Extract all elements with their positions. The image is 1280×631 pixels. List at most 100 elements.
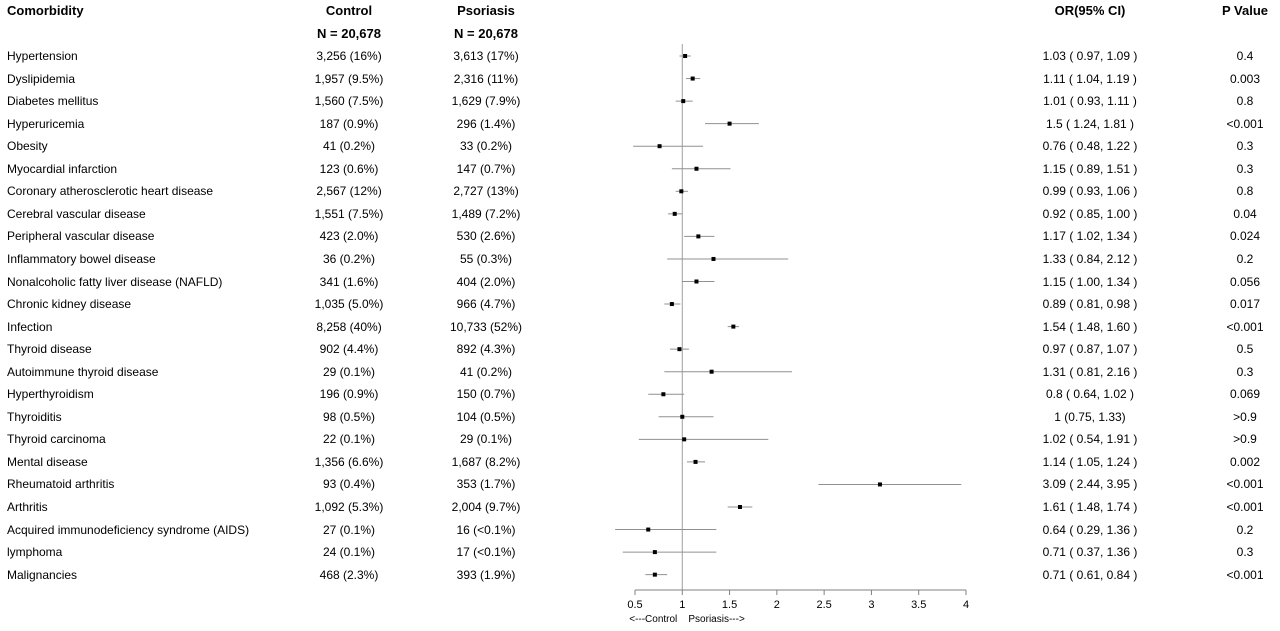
row-or-ci: 0.64 ( 0.29, 1.36 ) <box>1042 522 1138 537</box>
row-comorbidity-name: Myocardial infarction <box>7 161 118 176</box>
row-or-ci: 0.76 ( 0.48, 1.22 ) <box>1042 139 1138 154</box>
header-control-n: N = 20,678 <box>317 26 381 41</box>
row-or-ci: 1 (0.75, 1.33) <box>1054 409 1126 424</box>
row-p-value: 0.5 <box>1236 342 1254 357</box>
row-or-ci: 0.92 ( 0.85, 1.00 ) <box>1042 206 1138 221</box>
row-p-value: 0.3 <box>1236 139 1254 154</box>
row-comorbidity-name: Diabetes mellitus <box>7 94 99 109</box>
row-p-value: 0.8 <box>1236 184 1254 199</box>
row-p-value: 0.3 <box>1236 161 1254 176</box>
row-comorbidity-name: Arthritis <box>7 500 48 514</box>
row-comorbidity-name: Inflammatory bowel disease <box>7 251 156 266</box>
row-psoriasis-count: 393 (1.9%) <box>456 567 516 582</box>
row-or-ci: 1.02 ( 0.54, 1.91 ) <box>1042 432 1138 447</box>
x-tick-label: 2 <box>774 599 780 611</box>
row-psoriasis-count: 33 (0.2%) <box>459 139 513 154</box>
or-point <box>652 550 657 555</box>
row-or-ci: 0.97 ( 0.87, 1.07 ) <box>1042 342 1138 357</box>
row-psoriasis-count: 104 (0.5%) <box>456 409 516 424</box>
or-point <box>731 324 736 329</box>
row-p-value: 0.056 <box>1229 274 1261 289</box>
or-point <box>661 392 666 397</box>
row-or-ci: 1.03 ( 0.97, 1.09 ) <box>1042 49 1138 63</box>
row-control-count: 1,957 (9.5%) <box>314 71 384 86</box>
row-comorbidity-name: Thyroid disease <box>7 342 92 357</box>
row-control-count: 29 (0.1%) <box>322 364 376 379</box>
header-psoriasis: Psoriasis <box>457 3 515 18</box>
row-or-ci: 1.31 ( 0.81, 2.16 ) <box>1042 364 1138 379</box>
row-psoriasis-count: 29 (0.1%) <box>459 432 513 447</box>
row-comorbidity-name: Dyslipidemia <box>7 71 76 86</box>
row-psoriasis-count: 3,613 (17%) <box>453 49 519 63</box>
row-comorbidity-name: Mental disease <box>7 454 88 469</box>
row-or-ci: 1.61 ( 1.48, 1.74 ) <box>1042 500 1138 514</box>
row-control-count: 1,356 (6.6%) <box>314 454 384 469</box>
row-psoriasis-count: 1,687 (8.2%) <box>451 454 521 469</box>
or-point <box>679 189 684 194</box>
row-control-count: 22 (0.1%) <box>322 432 376 447</box>
x-tick-label: 2.5 <box>816 599 831 611</box>
row-control-count: 187 (0.9%) <box>319 116 379 131</box>
row-control-count: 1,551 (7.5%) <box>314 206 384 221</box>
row-psoriasis-count: 404 (2.0%) <box>456 274 516 289</box>
row-comorbidity-name: Hyperuricemia <box>7 116 85 131</box>
row-control-count: 1,560 (7.5%) <box>314 94 384 109</box>
row-p-value: 0.2 <box>1236 522 1254 537</box>
row-control-count: 423 (2.0%) <box>319 229 379 244</box>
row-p-value: >0.9 <box>1233 409 1257 424</box>
row-psoriasis-count: 892 (4.3%) <box>456 342 516 357</box>
row-psoriasis-count: 2,727 (13%) <box>453 184 519 199</box>
or-point <box>727 121 732 126</box>
or-point <box>690 76 695 81</box>
row-p-value: 0.002 <box>1229 454 1261 469</box>
row-control-count: 1,092 (5.3%) <box>314 500 384 514</box>
row-p-value: 0.024 <box>1229 229 1261 244</box>
row-comorbidity-name: Hyperthyroidism <box>7 387 94 402</box>
or-point <box>677 347 682 352</box>
row-control-count: 196 (0.9%) <box>319 387 379 402</box>
row-comorbidity-name: Rheumatoid arthritis <box>7 477 115 492</box>
row-or-ci: 1.14 ( 1.05, 1.24 ) <box>1042 454 1138 469</box>
row-comorbidity-name: Nonalcoholic fatty liver disease (NAFLD) <box>7 274 223 289</box>
row-control-count: 468 (2.3%) <box>319 567 379 582</box>
row-or-ci: 0.71 ( 0.61, 0.84 ) <box>1042 567 1138 582</box>
row-p-value: 0.8 <box>1236 94 1254 109</box>
row-p-value: 0.4 <box>1236 49 1254 63</box>
row-psoriasis-count: 150 (0.7%) <box>456 387 516 402</box>
row-comorbidity-name: Cerebral vascular disease <box>7 206 146 221</box>
row-comorbidity-name: Thyroid carcinoma <box>7 432 106 447</box>
row-psoriasis-count: 1,489 (7.2%) <box>451 206 521 221</box>
row-p-value: 0.069 <box>1229 387 1261 402</box>
row-comorbidity-name: lymphoma <box>7 545 63 560</box>
row-or-ci: 1.15 ( 0.89, 1.51 ) <box>1042 161 1138 176</box>
row-p-value: 0.04 <box>1233 206 1257 221</box>
row-or-ci: 1.54 ( 1.48, 1.60 ) <box>1042 319 1138 334</box>
or-point <box>680 414 685 419</box>
row-comorbidity-name: Infection <box>7 319 53 334</box>
row-control-count: 36 (0.2%) <box>322 251 376 266</box>
x-axis-label: <---Control Psoriasis---> <box>629 614 745 625</box>
row-psoriasis-count: 16 (<0.1%) <box>456 522 516 537</box>
x-tick-label: 4 <box>963 599 969 611</box>
row-p-value: <0.001 <box>1226 319 1264 334</box>
row-p-value: 0.3 <box>1236 364 1254 379</box>
or-point <box>877 482 882 487</box>
or-point <box>694 279 699 284</box>
row-psoriasis-count: 1,629 (7.9%) <box>451 94 521 109</box>
or-point <box>652 572 657 577</box>
row-control-count: 123 (0.6%) <box>319 161 379 176</box>
row-control-count: 3,256 (16%) <box>316 49 382 63</box>
row-control-count: 98 (0.5%) <box>322 409 376 424</box>
or-point <box>681 99 686 104</box>
x-tick-label: 3 <box>868 599 874 611</box>
row-p-value: >0.9 <box>1233 432 1257 447</box>
or-point <box>657 144 662 149</box>
header-control: Control <box>325 3 373 18</box>
or-point <box>711 256 716 261</box>
or-point <box>696 234 701 239</box>
row-p-value: <0.001 <box>1226 477 1264 492</box>
header-psoriasis-n: N = 20,678 <box>454 26 518 41</box>
row-p-value: 0.3 <box>1236 545 1254 560</box>
row-or-ci: 1.15 ( 1.00, 1.34 ) <box>1042 274 1138 289</box>
